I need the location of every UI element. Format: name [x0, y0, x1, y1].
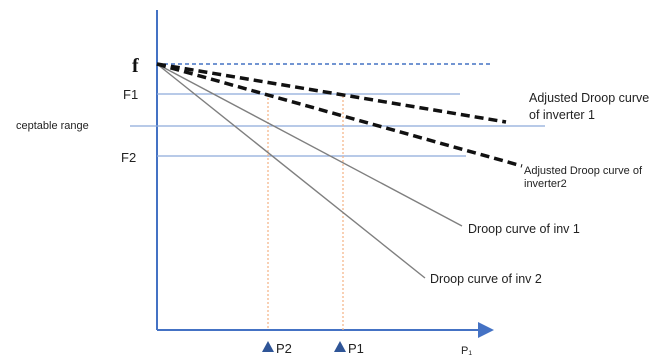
adjusted-droop-curve-inv2	[156, 62, 523, 168]
label-droop-inv1: Droop curve of inv 1	[468, 222, 580, 236]
label-adjusted-inv1-line2: of inverter 1	[529, 108, 595, 122]
label-f2: F2	[121, 150, 136, 165]
x-axis-arrow-icon	[478, 322, 494, 338]
p1-triangle-icon	[334, 341, 346, 352]
label-x-axis: P₁	[461, 345, 472, 357]
label-droop-inv2: Droop curve of inv 2	[430, 272, 542, 286]
p2-triangle-icon	[262, 341, 274, 352]
label-acceptable-range: ceptable range	[16, 120, 89, 132]
droop-curve-inv2	[156, 63, 426, 279]
label-p2: P2	[276, 341, 292, 356]
label-adjusted-inv2-line1: Adjusted Droop curve of	[524, 165, 643, 177]
label-f: f	[132, 55, 139, 77]
label-adjusted-inv2-line2: inverter2	[524, 178, 567, 190]
label-p1: P1	[348, 341, 364, 356]
label-adjusted-inv1-line1: Adjusted Droop curve	[529, 91, 649, 105]
adjusted-droop-curve-inv1	[156, 62, 507, 124]
label-f1: F1	[123, 87, 138, 102]
droop-curve-inv1	[156, 63, 463, 227]
